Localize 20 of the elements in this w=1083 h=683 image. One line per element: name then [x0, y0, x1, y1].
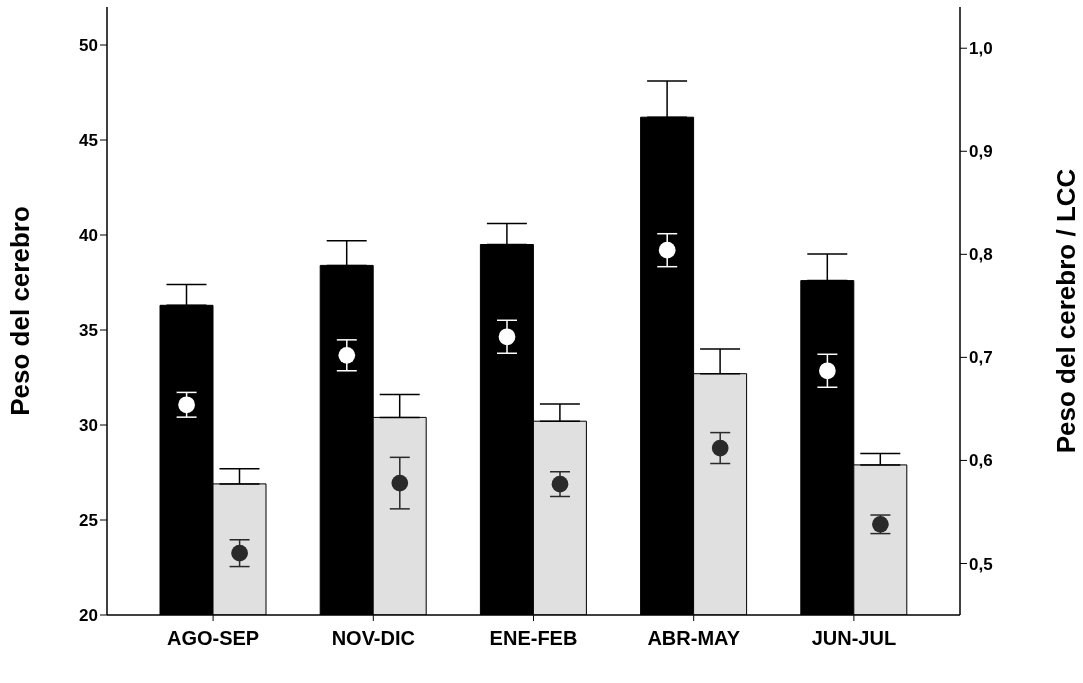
y2-tick-label: 0,5	[969, 554, 993, 574]
x-tick-label: NOV-DIC	[331, 627, 415, 650]
x-tick-label: AGO-SEP	[166, 627, 260, 650]
y2-tick-label: 0,9	[969, 142, 993, 162]
y2-tick-label: 0,8	[969, 245, 993, 265]
y2-axis-title: Peso del cerebro / LCC	[1051, 168, 1082, 454]
y-axis-title: Peso del cerebro	[5, 206, 36, 416]
y2-tick-label: 1,0	[969, 39, 993, 59]
y-tick-label: 35	[79, 321, 98, 341]
y-tick-label: 30	[79, 416, 98, 436]
x-tick-label: ENE-FEB	[489, 627, 578, 650]
y-tick-label: 20	[79, 606, 98, 626]
x-tick-label: ABR-MAY	[647, 627, 741, 650]
y-tick-label: 40	[79, 226, 98, 246]
y2-tick-label: 0,7	[969, 348, 993, 368]
x-tick-label: JUN-JUL	[811, 627, 897, 650]
y-tick-label: 25	[79, 511, 98, 531]
y-tick-label: 45	[79, 131, 98, 151]
y-tick-label: 50	[79, 36, 98, 56]
y2-tick-label: 0,6	[969, 451, 993, 471]
